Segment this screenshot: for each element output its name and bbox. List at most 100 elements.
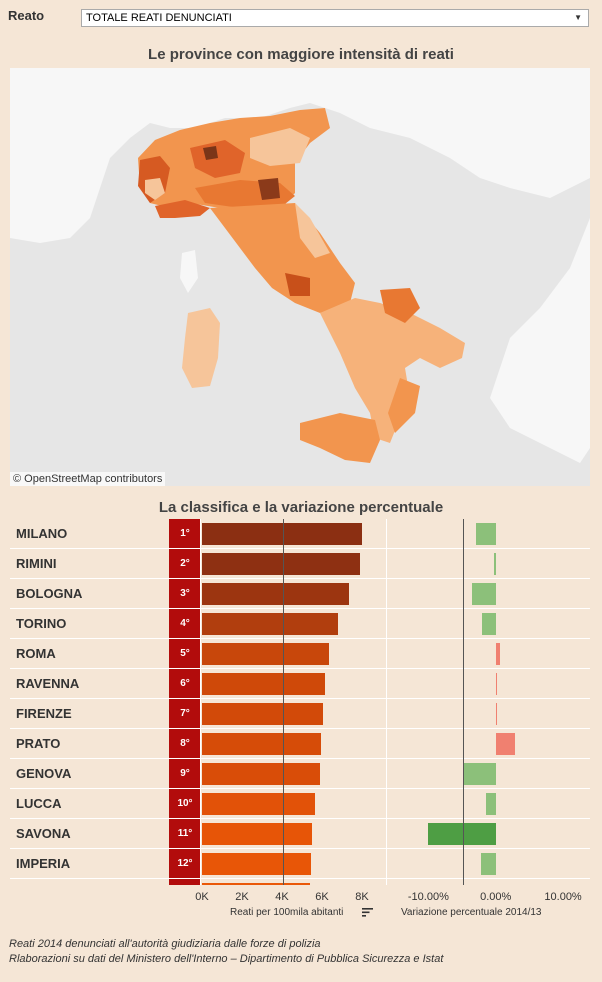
province-name: FIRENZE xyxy=(16,706,72,721)
change-tick-label: 0.00% xyxy=(480,891,512,903)
province-name: PRATO xyxy=(16,736,61,751)
table-row[interactable]: LUCCA 10° xyxy=(10,789,590,819)
balkans-land xyxy=(490,218,590,463)
change-bar[interactable] xyxy=(463,763,496,785)
neighbour-land xyxy=(10,68,590,243)
sort-icon[interactable] xyxy=(362,908,373,917)
table-row[interactable]: IMPERIA 12° xyxy=(10,849,590,879)
rate-bar[interactable] xyxy=(202,823,312,845)
veneto xyxy=(250,128,310,166)
province-name: MILANO xyxy=(16,526,68,541)
rank-badge: 7° xyxy=(169,699,201,729)
col-sep-rank xyxy=(200,519,201,885)
rate-bar[interactable] xyxy=(202,733,321,755)
rank-badge: 3° xyxy=(169,579,201,609)
change-axis-title: Variazione percentuale 2014/13 xyxy=(401,907,542,918)
row-divider xyxy=(10,758,590,759)
rate-bar[interactable] xyxy=(202,763,320,785)
change-bar[interactable] xyxy=(428,823,496,845)
map-canvas[interactable] xyxy=(10,68,590,486)
italy-south xyxy=(320,298,465,443)
marche xyxy=(295,203,330,258)
rate-bar[interactable] xyxy=(202,583,349,605)
row-divider xyxy=(10,698,590,699)
chevron-down-icon[interactable]: ▼ xyxy=(574,13,582,22)
footer-elaboration: Rlaborazioni su dati del Ministero dell'… xyxy=(9,953,444,965)
rate-bar[interactable] xyxy=(202,523,362,545)
footer: Reati 2014 denunciati all'autorità giudi… xyxy=(9,937,443,967)
table-row[interactable]: RIMINI 2° xyxy=(10,549,590,579)
table-row[interactable]: TORINO 4° xyxy=(10,609,590,639)
change-bar[interactable] xyxy=(495,733,515,755)
table-row-partial xyxy=(10,879,590,885)
row-divider xyxy=(10,878,590,879)
change-bar[interactable] xyxy=(493,553,496,575)
roma xyxy=(285,273,310,296)
change-bar[interactable] xyxy=(475,523,496,545)
corsica xyxy=(180,250,198,293)
province-name: ROMA xyxy=(16,646,56,661)
row-divider xyxy=(10,548,590,549)
rate-bar-partial xyxy=(202,883,310,885)
change-average-line xyxy=(463,519,465,885)
rank-badge: 1° xyxy=(169,519,201,549)
rate-bar[interactable] xyxy=(202,853,311,875)
footer-source: Reati 2014 denunciati all'autorità giudi… xyxy=(9,938,321,950)
change-bar[interactable] xyxy=(480,853,496,875)
crime-type-select[interactable]: TOTALE REATI DENUNCIATI ▼ xyxy=(81,9,589,27)
rate-bar[interactable] xyxy=(202,703,323,725)
ranking-table: MILANO 1° RIMINI 2° BOLOGNA 3° TORINO 4° ROMA 5° R… xyxy=(10,519,590,885)
row-divider xyxy=(10,638,590,639)
change-tick-label: -10.00% xyxy=(407,891,449,903)
valle xyxy=(145,178,165,200)
ranking-axes: 0K 2K 4K 6K 8K Reati per 100mila abitanti -10.… xyxy=(10,886,590,922)
province-name: BOLOGNA xyxy=(16,586,83,601)
rate-bar[interactable] xyxy=(202,793,315,815)
rate-tick-label: 4K xyxy=(275,891,289,903)
table-row[interactable]: ROMA 5° xyxy=(10,639,590,669)
col-sep-change xyxy=(386,519,387,885)
rank-badge: 8° xyxy=(169,729,201,759)
change-bar[interactable] xyxy=(495,703,497,725)
rate-tick-label: 2K xyxy=(235,891,249,903)
province-name: LUCCA xyxy=(16,796,62,811)
rank-badge: 4° xyxy=(169,609,201,639)
rank-badge-partial xyxy=(169,879,201,885)
rate-bar[interactable] xyxy=(202,673,325,695)
ranking-title: La classifica e la variazione percentual… xyxy=(158,499,444,516)
row-divider xyxy=(10,788,590,789)
province-name: RIMINI xyxy=(16,556,57,571)
table-row[interactable]: RAVENNA 6° xyxy=(10,669,590,699)
change-bar[interactable] xyxy=(482,613,496,635)
calabria xyxy=(388,378,420,433)
table-row[interactable]: SAVONA 11° xyxy=(10,819,590,849)
sicily xyxy=(300,413,380,463)
change-bar[interactable] xyxy=(485,793,496,815)
table-row[interactable]: BOLOGNA 3° xyxy=(10,579,590,609)
milano xyxy=(203,146,218,160)
change-bar[interactable] xyxy=(472,583,496,605)
italy-center xyxy=(210,203,355,313)
table-row[interactable]: FIRENZE 7° xyxy=(10,699,590,729)
rate-tick-label: 0K xyxy=(195,891,209,903)
rate-bar[interactable] xyxy=(202,553,360,575)
rank-badge: 10° xyxy=(169,789,201,819)
row-divider xyxy=(10,608,590,609)
rate-bar[interactable] xyxy=(202,643,329,665)
filter-label: Reato xyxy=(8,8,45,23)
change-bar[interactable] xyxy=(495,673,497,695)
rate-bar[interactable] xyxy=(202,613,338,635)
liguria xyxy=(155,200,210,218)
province-map[interactable]: © OpenStreetMap contributors xyxy=(10,68,590,486)
change-bar[interactable] xyxy=(495,643,501,665)
map-attribution[interactable]: © OpenStreetMap contributors xyxy=(10,472,166,486)
rate-average-line xyxy=(282,519,284,885)
change-tick-label: 10.00% xyxy=(544,891,582,903)
row-divider xyxy=(10,578,590,579)
row-divider xyxy=(10,668,590,669)
map-title: Le province con maggiore intensità di re… xyxy=(148,46,454,63)
table-row[interactable]: PRATO 8° xyxy=(10,729,590,759)
table-row[interactable]: MILANO 1° xyxy=(10,519,590,549)
table-row[interactable]: GENOVA 9° xyxy=(10,759,590,789)
rank-badge: 12° xyxy=(169,849,201,879)
